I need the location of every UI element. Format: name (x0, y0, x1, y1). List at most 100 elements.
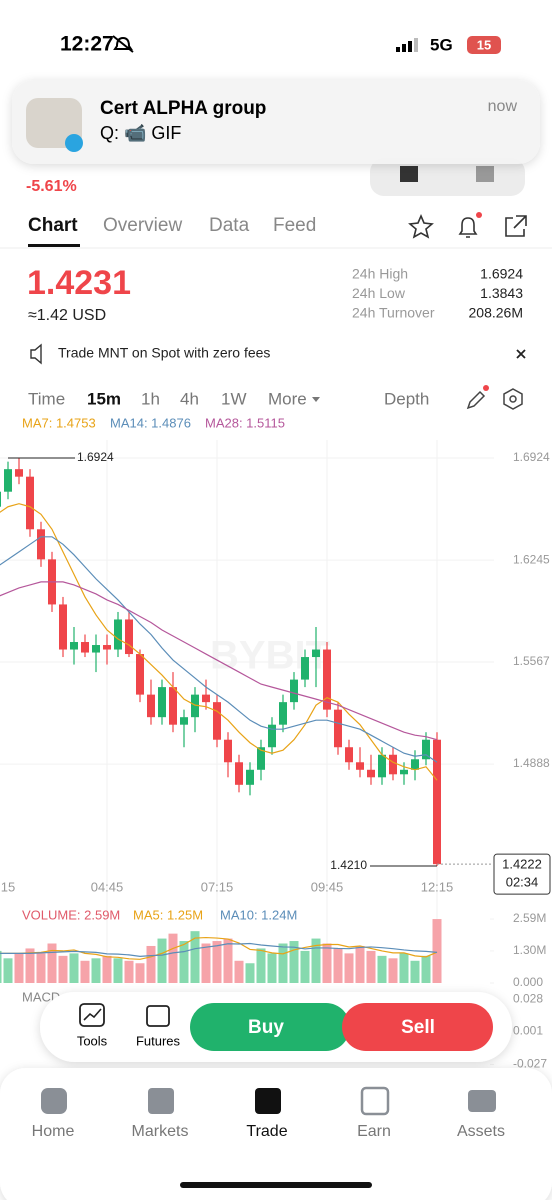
x-tick-label: 15 (1, 879, 15, 894)
candle-body (224, 739, 232, 763)
stat-value: 208.26M (469, 305, 523, 321)
y-tick-label: -0.027 (513, 1057, 547, 1071)
last-price-label: 1.4222 (502, 857, 542, 872)
legend-entry: MA7: 1.4753 (22, 415, 96, 430)
volume-bar (113, 958, 123, 983)
candle-body (70, 642, 78, 650)
notification[interactable] (12, 80, 540, 164)
y-tick-label: 1.6924 (513, 450, 550, 464)
nav-label[interactable]: Markets (132, 1123, 189, 1140)
volume-bar (289, 941, 299, 983)
candle-body (81, 642, 89, 653)
candle-body (180, 717, 188, 725)
share-icon[interactable] (505, 215, 527, 237)
settings-icon[interactable] (503, 388, 523, 410)
candle-body (257, 747, 265, 770)
tab[interactable]: Feed (273, 215, 316, 236)
candle-icon (400, 166, 418, 182)
y-tick-label: 1.5567 (513, 654, 550, 668)
stat-value: 1.6924 (480, 266, 523, 282)
volume-bar (300, 950, 310, 983)
mute-icon (112, 35, 134, 53)
candle-body (92, 645, 100, 653)
chart-title: VOLUME: 2.59M (22, 907, 120, 922)
nav-label[interactable]: Trade (246, 1123, 287, 1140)
volume-bar (410, 960, 420, 983)
volume-bar (366, 950, 376, 983)
candle-body (125, 619, 133, 655)
candle-body (356, 762, 364, 770)
interval[interactable]: 1W (221, 389, 247, 408)
tab[interactable]: Overview (103, 215, 182, 236)
price-change: -5.61% (26, 178, 77, 195)
depth-tab[interactable]: Depth (384, 389, 429, 408)
notification-time: now (488, 98, 518, 115)
volume-bar (399, 953, 409, 983)
draw-icon[interactable] (466, 390, 486, 410)
ma-line (0, 536, 438, 763)
legend-entry: MA10: 1.24M (220, 907, 297, 922)
home-indicator (180, 1182, 372, 1188)
settings-core (509, 395, 517, 403)
candle-body (268, 724, 276, 748)
volume-bar (190, 931, 200, 983)
telegram-badge (65, 134, 83, 152)
candle-body (136, 654, 144, 695)
tab[interactable]: Data (209, 215, 250, 236)
close-promo[interactable] (516, 349, 526, 359)
volume-bar (3, 958, 13, 983)
interval[interactable]: 4h (180, 389, 199, 408)
alert-icon[interactable] (458, 217, 478, 238)
buy-label[interactable]: Buy (248, 1017, 284, 1038)
interval[interactable]: More (268, 389, 307, 408)
ma-line (0, 581, 438, 741)
sell-button[interactable] (342, 1003, 493, 1051)
volume-bar (421, 955, 431, 983)
trade-icon[interactable] (255, 1088, 281, 1114)
futures-icon[interactable] (146, 1005, 170, 1027)
candle-body (334, 709, 342, 748)
promo[interactable]: Trade MNT on Spot with zero fees (58, 345, 270, 361)
interval[interactable]: Time (28, 389, 65, 408)
tools-icon[interactable] (79, 1003, 105, 1027)
candle-body (433, 739, 441, 865)
speaker-icon (30, 343, 42, 365)
sell-label[interactable]: Sell (401, 1017, 435, 1038)
candle-body (389, 754, 397, 775)
volume-bar (146, 945, 156, 983)
volume-bar (47, 943, 57, 983)
interval[interactable]: 1h (141, 389, 160, 408)
last-price-box (493, 853, 551, 895)
x-tick-label: 04:45 (91, 879, 124, 894)
volume-bar (0, 950, 2, 983)
volume-bar (69, 953, 79, 983)
nav-label[interactable]: Earn (357, 1123, 391, 1140)
futures-label[interactable]: Futures (136, 1033, 181, 1048)
candle-body (59, 604, 67, 650)
tools-label[interactable]: Tools (77, 1033, 108, 1048)
tab[interactable]: Chart (28, 215, 78, 236)
legend-entry: MA28: 1.5115 (205, 415, 285, 430)
volume-bar (432, 919, 442, 983)
volume-bar (267, 953, 277, 983)
candle-body (367, 769, 375, 778)
assets-icon[interactable] (468, 1090, 496, 1112)
candle-body (279, 702, 287, 725)
candle-body (422, 739, 430, 760)
interval[interactable]: 15m (87, 389, 121, 408)
favorite-icon[interactable] (408, 213, 434, 239)
legend-entry: MA14: 1.4876 (110, 415, 191, 430)
battery-level: 15 (477, 37, 491, 52)
nav-label[interactable]: Assets (457, 1123, 505, 1140)
alert-dot (476, 212, 482, 218)
earn-icon[interactable] (360, 1086, 390, 1116)
home-icon[interactable] (41, 1088, 67, 1114)
clock: 12:27 (60, 33, 114, 56)
volume-bar (135, 963, 145, 983)
markets-icon[interactable] (148, 1088, 174, 1114)
volume-bar (212, 941, 222, 983)
nav-label[interactable]: Home (32, 1123, 75, 1140)
buy-button[interactable] (190, 1003, 350, 1051)
bottom-nav (0, 1068, 552, 1200)
